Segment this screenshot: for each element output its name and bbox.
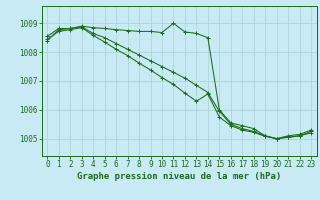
X-axis label: Graphe pression niveau de la mer (hPa): Graphe pression niveau de la mer (hPa): [77, 172, 281, 181]
